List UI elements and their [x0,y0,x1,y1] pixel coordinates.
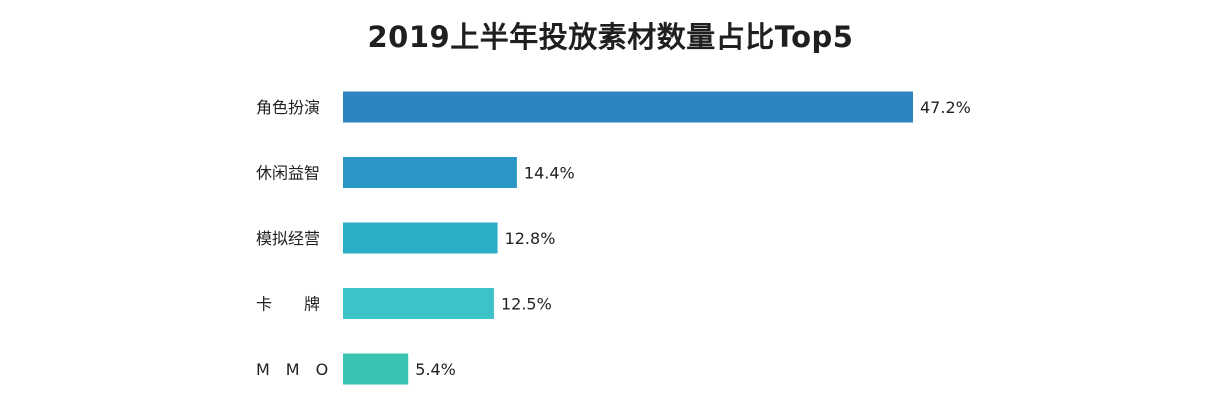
value-label: 12.5% [501,295,552,314]
value-label: 5.4% [415,360,456,379]
bar [343,288,494,319]
bar [343,222,498,254]
value-label: 14.4% [524,164,575,183]
category-label: 休闲益智 [256,164,320,183]
chart-title: 2019上半年投放素材数量占比Top5 [367,20,854,54]
bar [343,353,409,385]
category-label: M M O [256,360,328,379]
bar [343,91,913,123]
category-label: 卡 牌 [256,295,320,314]
bar [343,157,517,188]
category-label: 角色扮演 [256,98,320,117]
value-label: 47.2% [920,98,971,117]
value-label: 12.8% [505,229,556,248]
category-label: 模拟经营 [256,229,320,248]
